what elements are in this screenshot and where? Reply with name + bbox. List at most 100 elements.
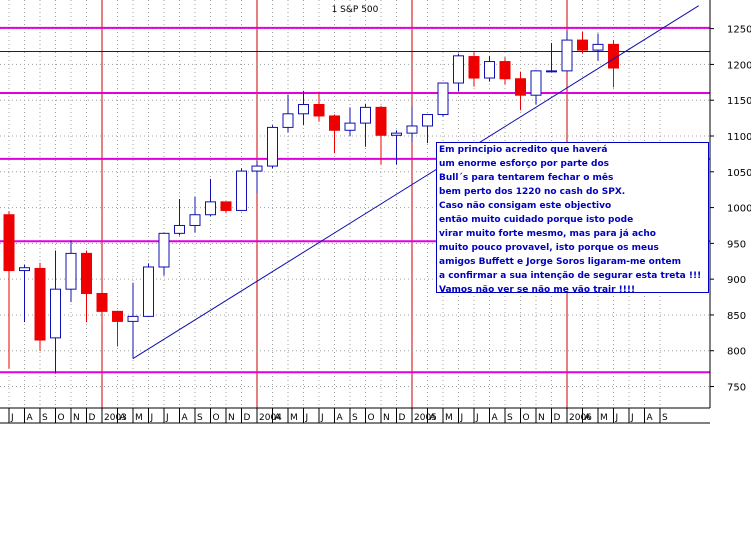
x-tick-label: J — [150, 413, 154, 423]
candle-body — [50, 288, 61, 339]
y-tick-label: 1100 — [727, 132, 751, 143]
candle-body — [437, 82, 449, 116]
x-tick-label: N — [383, 413, 390, 423]
x-tick-label: D — [554, 413, 561, 423]
candle-body — [143, 266, 154, 317]
candle-body — [422, 114, 433, 127]
annotation-line: Caso não consigam este objectivo — [439, 201, 612, 211]
y-tick-label: 800 — [727, 347, 746, 358]
candle-body — [220, 201, 232, 211]
x-tick-label: D — [399, 413, 406, 423]
candle-body — [484, 61, 495, 79]
x-tick-label: S — [197, 413, 203, 423]
y-tick-label: 1150 — [727, 96, 751, 107]
x-tick-label: A — [120, 413, 127, 423]
chart-title: 1 S&P 500 — [332, 5, 379, 15]
y-tick-label: 950 — [727, 239, 746, 250]
candles — [3, 31, 619, 374]
candle-body — [468, 56, 480, 79]
candle-body — [391, 132, 402, 136]
candle-body — [3, 214, 15, 272]
x-tick-label: S — [352, 413, 358, 423]
x-tick-label: M — [290, 413, 298, 423]
x-tick-label: A — [430, 413, 437, 423]
annotation-box: Em principio acredito que haverá um enorm… — [436, 142, 709, 293]
trend-line-layer — [132, 5, 700, 360]
candle-body — [499, 61, 511, 80]
x-tick-label: N — [228, 413, 235, 423]
candle-body — [127, 315, 139, 322]
x-tick-label: 2006 — [569, 413, 592, 423]
x-tick-label: M — [445, 413, 453, 423]
annotation-line: bem perto dos 1220 no cash do SPX. — [439, 187, 626, 197]
annotation-line: Em principio acredito que haverá — [439, 145, 608, 155]
x-tick-label: D — [244, 413, 251, 423]
candle-body — [344, 122, 356, 131]
x-tick-label: J — [475, 413, 479, 423]
candle-body — [267, 126, 278, 167]
x-tick-label: J — [320, 413, 324, 423]
annotation-line: virar muito forte mesmo, mas para já ach… — [439, 229, 656, 239]
candle-body — [329, 115, 340, 131]
candle-body — [561, 39, 573, 72]
candle-body — [65, 252, 77, 290]
candle-body — [360, 106, 371, 124]
x-tick-label: A — [585, 413, 592, 423]
x-tick-label: M — [135, 413, 143, 423]
x-tick-label: O — [523, 413, 530, 423]
annotation-line: um enorme esforço por parte dos — [439, 159, 609, 169]
y-tick-label: 1250 — [727, 25, 751, 36]
candle-body — [282, 113, 294, 128]
candle-body — [236, 170, 247, 211]
candle-body — [375, 106, 387, 136]
x-tick-label: O — [213, 413, 220, 423]
candle-body — [19, 267, 30, 272]
annotation-line: Bull´s para tentarem fechar o mês — [439, 173, 614, 183]
x-tick-label: A — [275, 413, 282, 423]
x-tick-label: 2005 — [414, 413, 437, 423]
x-tick-label: J — [305, 413, 309, 423]
x-tick-label: O — [58, 413, 65, 423]
x-tick-label: S — [662, 413, 668, 423]
x-tick-label: J — [615, 413, 619, 423]
y-tick-label: 750 — [727, 383, 746, 394]
x-tick-label: J — [630, 413, 634, 423]
x-tick-label: J — [460, 413, 464, 423]
candle-body — [251, 165, 263, 172]
x-tick-label: A — [647, 413, 654, 423]
annotation-line: a confirmar a sua intenção de segurar es… — [439, 271, 702, 281]
annotation-line: amigos Buffett e Jorge Soros ligaram-me … — [439, 257, 682, 267]
x-tick-label: S — [507, 413, 513, 423]
candle-body — [298, 104, 309, 115]
y-tick-label: 1000 — [727, 204, 751, 215]
candle-body — [189, 214, 201, 226]
candle-body — [453, 55, 464, 84]
x-tick-label: A — [337, 413, 344, 423]
trend-line — [132, 5, 700, 360]
candle-body — [530, 70, 542, 96]
y-tick-label: 850 — [727, 311, 746, 322]
annotation-line: muito pouco provavel, isto porque os meu… — [439, 243, 659, 253]
candle-body — [34, 267, 46, 341]
x-tick-label: A — [492, 413, 499, 423]
candle-body — [112, 310, 123, 322]
candle-body — [406, 125, 418, 134]
x-tick-label: 2004 — [259, 413, 282, 423]
x-tick-label: A — [27, 413, 34, 423]
x-tick-label: M — [600, 413, 608, 423]
candle-body — [205, 201, 216, 216]
candle-body — [96, 292, 108, 312]
annotation-line: então muito cuidado porque isto pode — [439, 215, 634, 225]
x-tick-label: N — [73, 413, 80, 423]
candle-body — [81, 252, 92, 294]
axes: 750 800 850 900 950 1000 1050 1100 1150 1200 1250 J… — [0, 0, 751, 424]
candle-body — [592, 43, 604, 51]
y-tick-label: 900 — [727, 275, 746, 286]
candle-body — [158, 232, 170, 268]
x-tick-label: S — [42, 413, 48, 423]
candle-body — [313, 104, 325, 117]
x-tick-label: N — [538, 413, 545, 423]
x-tick-label: 2003 — [104, 413, 127, 423]
x-tick-label: A — [182, 413, 189, 423]
y-tick-label: 1050 — [727, 168, 751, 179]
